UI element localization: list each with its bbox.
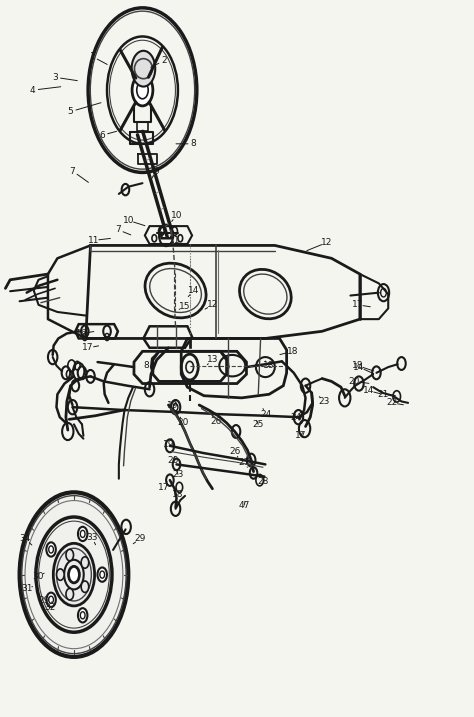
Text: 32: 32 <box>45 603 56 612</box>
Text: 7: 7 <box>70 166 75 176</box>
Circle shape <box>69 566 79 583</box>
Text: 30: 30 <box>33 572 44 581</box>
Text: 17: 17 <box>82 343 94 352</box>
Text: 5: 5 <box>68 107 73 116</box>
Text: 18: 18 <box>264 361 275 370</box>
Text: 26: 26 <box>210 417 221 426</box>
Circle shape <box>81 581 89 592</box>
Text: 26: 26 <box>229 447 240 456</box>
Text: 23: 23 <box>172 470 183 479</box>
Text: 24: 24 <box>261 410 272 419</box>
Text: 8: 8 <box>143 361 149 370</box>
Circle shape <box>132 75 153 106</box>
Text: 17: 17 <box>352 300 363 309</box>
Text: 10: 10 <box>123 216 134 225</box>
Text: 10: 10 <box>171 211 182 220</box>
Circle shape <box>66 589 73 600</box>
Circle shape <box>132 51 155 87</box>
Text: 20: 20 <box>167 455 179 465</box>
Text: 12: 12 <box>321 238 332 247</box>
Text: 19: 19 <box>167 401 179 409</box>
Text: 34: 34 <box>19 534 31 543</box>
Text: 11: 11 <box>169 236 181 245</box>
Text: 27: 27 <box>238 457 250 467</box>
Text: 17: 17 <box>158 483 170 492</box>
Text: 31: 31 <box>21 584 32 594</box>
Text: 11: 11 <box>88 236 99 245</box>
Text: 29: 29 <box>38 596 50 605</box>
Text: 29: 29 <box>135 534 146 543</box>
Text: 6: 6 <box>100 130 105 140</box>
Text: 16: 16 <box>76 329 88 338</box>
Text: 4: 4 <box>30 85 36 95</box>
Text: 13: 13 <box>207 356 218 364</box>
Text: 14: 14 <box>353 363 365 371</box>
Text: 1: 1 <box>90 52 95 61</box>
Text: 22: 22 <box>386 399 398 407</box>
Circle shape <box>56 569 64 580</box>
Text: 14: 14 <box>188 286 199 295</box>
Text: 2: 2 <box>161 57 166 65</box>
Circle shape <box>78 608 87 622</box>
Text: 47: 47 <box>238 500 250 510</box>
Text: 33: 33 <box>86 533 98 542</box>
Circle shape <box>81 557 89 569</box>
Text: 3: 3 <box>52 72 58 82</box>
Text: 18: 18 <box>172 490 183 499</box>
Text: 8: 8 <box>191 139 196 148</box>
Text: 14: 14 <box>363 386 374 395</box>
Text: 18: 18 <box>352 361 363 370</box>
Circle shape <box>46 593 56 607</box>
Text: 19: 19 <box>163 440 174 449</box>
Text: 20: 20 <box>348 377 360 386</box>
Text: 9: 9 <box>154 166 160 176</box>
Text: 21: 21 <box>377 390 388 399</box>
Text: 23: 23 <box>319 397 330 406</box>
Text: 24: 24 <box>291 413 302 422</box>
Text: 7: 7 <box>115 225 121 234</box>
Circle shape <box>46 542 56 556</box>
Circle shape <box>78 527 87 541</box>
Text: 12: 12 <box>207 300 218 309</box>
Circle shape <box>98 567 107 581</box>
Text: 25: 25 <box>253 420 264 429</box>
Text: 18: 18 <box>287 347 299 356</box>
Circle shape <box>66 549 73 561</box>
Text: 20: 20 <box>177 419 188 427</box>
Circle shape <box>19 493 128 657</box>
Text: 28: 28 <box>257 477 269 486</box>
Circle shape <box>53 543 95 606</box>
Text: 17: 17 <box>295 432 307 440</box>
Text: 15: 15 <box>179 303 191 311</box>
